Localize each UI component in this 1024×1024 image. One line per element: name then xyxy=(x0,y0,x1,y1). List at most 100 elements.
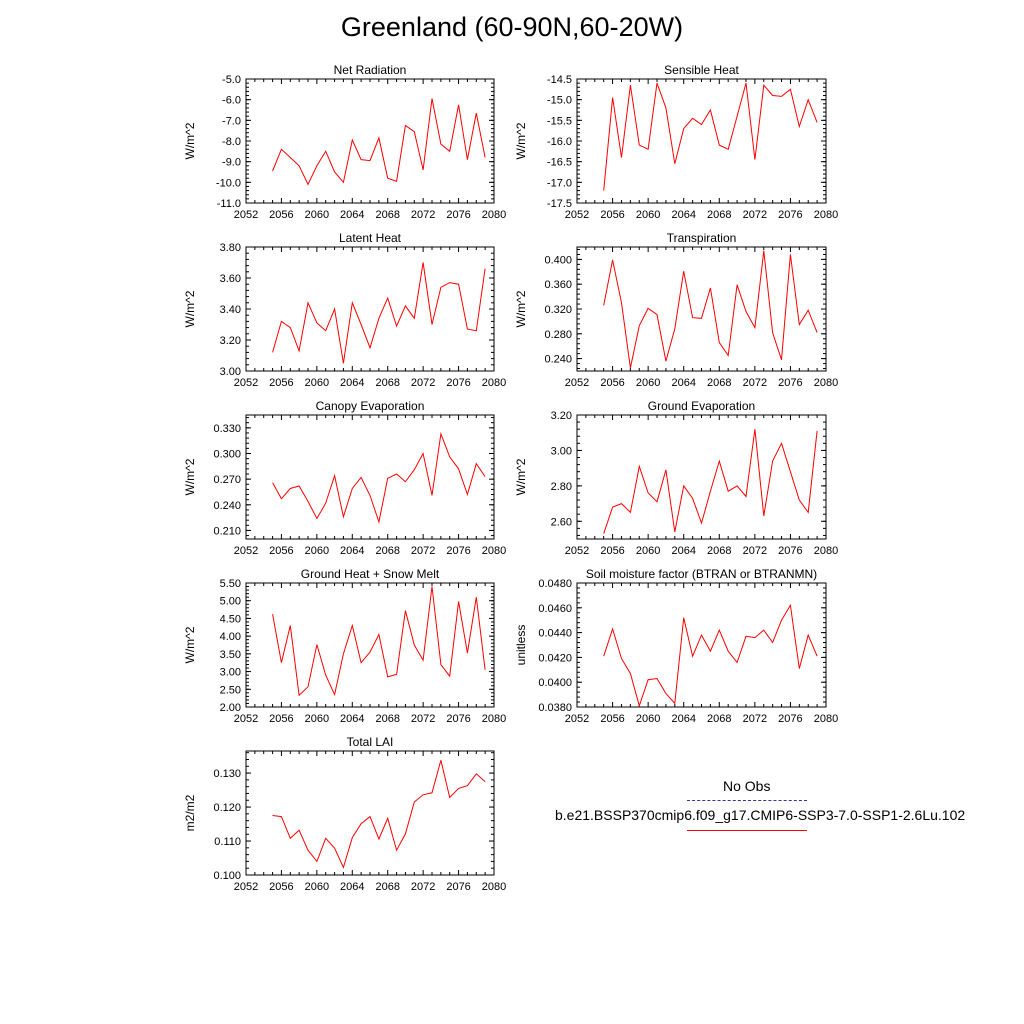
y-tick-label: 0.0440 xyxy=(538,628,572,640)
panel-5: Canopy Evaporation W/m^2 2052 2056 2060 2064 2… xyxy=(183,399,506,557)
y-axis-label: m2/m2 xyxy=(183,794,197,831)
x-tick-label: 2068 xyxy=(375,209,399,221)
x-tick-label: 2052 xyxy=(565,377,589,389)
x-tick-label: 2080 xyxy=(814,377,838,389)
y-axis-label: W/m^2 xyxy=(183,122,197,159)
series-line xyxy=(272,262,486,364)
x-tick-label: 2060 xyxy=(636,377,660,389)
x-tick-label: 2060 xyxy=(305,713,329,725)
plot-frame xyxy=(245,582,495,708)
y-tick-label: -17.0 xyxy=(547,177,572,189)
y-tick-label: 0.280 xyxy=(544,329,572,341)
x-tick-label: 2076 xyxy=(446,209,470,221)
series-line xyxy=(272,586,486,697)
plot-frame xyxy=(245,414,495,540)
legend-case-line xyxy=(687,830,807,831)
x-tick-label: 2072 xyxy=(743,713,767,725)
y-tick-label: 0.0480 xyxy=(538,578,572,590)
series-line xyxy=(603,82,818,191)
y-tick-label: 3.60 xyxy=(220,273,241,285)
x-tick-label: 2068 xyxy=(375,881,399,893)
panel-title: Sensible Heat xyxy=(664,63,739,77)
y-tick-label: 3.00 xyxy=(220,667,241,679)
panel-title: Canopy Evaporation xyxy=(316,399,425,413)
x-tick-label: 2052 xyxy=(234,209,258,221)
x-tick-label: 2056 xyxy=(269,713,293,725)
y-tick-label: 0.240 xyxy=(544,354,572,366)
y-tick-label: 0.270 xyxy=(213,474,241,486)
x-tick-label: 2064 xyxy=(671,209,695,221)
y-tick-label: 3.50 xyxy=(220,649,241,661)
x-tick-label: 2068 xyxy=(375,545,399,557)
y-tick-label: -16.0 xyxy=(547,136,572,148)
y-tick-label: 3.00 xyxy=(220,366,241,378)
x-tick-label: 2076 xyxy=(778,209,802,221)
y-tick-label: 0.0400 xyxy=(538,677,572,689)
x-tick-label: 2052 xyxy=(234,545,258,557)
series-line xyxy=(603,429,818,534)
y-tick-label: 5.00 xyxy=(220,596,241,608)
x-tick-label: 2056 xyxy=(269,881,293,893)
y-tick-label: -15.5 xyxy=(547,115,572,127)
y-tick-label: 0.120 xyxy=(213,802,241,814)
panel-title: Soil moisture factor (BTRAN or BTRANMN) xyxy=(586,567,817,581)
panel-title: Total LAI xyxy=(347,735,394,749)
panel-2: Sensible Heat W/m^2 2052 2056 2060 2064 2068 20… xyxy=(514,63,838,221)
y-tick-label: 0.130 xyxy=(213,768,241,780)
panel-title: Net Radiation xyxy=(334,63,407,77)
y-tick-label: 2.60 xyxy=(551,516,572,528)
y-tick-label: 0.0460 xyxy=(538,603,572,615)
x-tick-label: 2080 xyxy=(482,377,506,389)
x-tick-label: 2064 xyxy=(340,209,364,221)
panel-title: Transpiration xyxy=(667,231,737,245)
legend-case-label: b.e21.BSSP370cmip6.f09_g17.CMIP6-SSP3-7.… xyxy=(555,807,966,823)
x-tick-label: 2052 xyxy=(234,377,258,389)
panel-3: Latent Heat W/m^2 2052 2056 2060 2064 2068 2072… xyxy=(183,231,506,389)
y-tick-label: 0.240 xyxy=(213,500,241,512)
x-tick-label: 2072 xyxy=(743,209,767,221)
y-tick-label: 5.50 xyxy=(220,578,241,590)
x-tick-label: 2076 xyxy=(778,713,802,725)
x-tick-label: 2080 xyxy=(814,545,838,557)
x-tick-label: 2068 xyxy=(375,713,399,725)
x-tick-label: 2056 xyxy=(600,545,624,557)
panel-title: Ground Evaporation xyxy=(648,399,755,413)
y-tick-label: -7.0 xyxy=(222,115,241,127)
panel-7: Ground Heat + Snow Melt W/m^2 2052 2056 2060… xyxy=(183,567,506,725)
x-tick-label: 2076 xyxy=(446,881,470,893)
x-tick-label: 2072 xyxy=(411,377,435,389)
x-tick-label: 2056 xyxy=(600,209,624,221)
figure-title: Greenland (60-90N,60-20W) xyxy=(340,12,684,42)
y-axis-label: W/m^2 xyxy=(183,626,197,663)
x-tick-label: 2064 xyxy=(340,545,364,557)
y-tick-label: -14.5 xyxy=(547,74,572,86)
x-tick-label: 2072 xyxy=(743,545,767,557)
x-tick-label: 2052 xyxy=(565,545,589,557)
x-tick-label: 2080 xyxy=(482,713,506,725)
y-axis-label: W/m^2 xyxy=(183,458,197,495)
x-tick-label: 2068 xyxy=(375,377,399,389)
y-tick-label: 3.20 xyxy=(220,335,241,347)
x-tick-label: 2060 xyxy=(636,209,660,221)
panel-6: Ground Evaporation W/m^2 2052 2056 2060 2064 2… xyxy=(514,399,838,557)
y-tick-label: -16.5 xyxy=(547,157,572,169)
x-tick-label: 2052 xyxy=(234,713,258,725)
plot-frame xyxy=(576,414,827,540)
y-tick-label: 2.80 xyxy=(551,481,572,493)
y-tick-label: -5.0 xyxy=(222,74,241,86)
y-tick-label: 0.400 xyxy=(544,254,572,266)
y-tick-label: -11.0 xyxy=(217,198,241,210)
y-axis-label: W/m^2 xyxy=(514,122,528,159)
x-tick-label: 2072 xyxy=(411,713,435,725)
x-tick-label: 2064 xyxy=(671,713,695,725)
y-tick-label: 2.50 xyxy=(220,684,241,696)
y-tick-label: 0.330 xyxy=(213,423,241,435)
x-tick-label: 2052 xyxy=(565,209,589,221)
x-tick-label: 2076 xyxy=(446,713,470,725)
x-tick-label: 2080 xyxy=(814,713,838,725)
x-tick-label: 2056 xyxy=(269,377,293,389)
x-tick-label: 2080 xyxy=(482,881,506,893)
y-tick-label: 0.0420 xyxy=(538,652,572,664)
x-tick-label: 2056 xyxy=(600,713,624,725)
